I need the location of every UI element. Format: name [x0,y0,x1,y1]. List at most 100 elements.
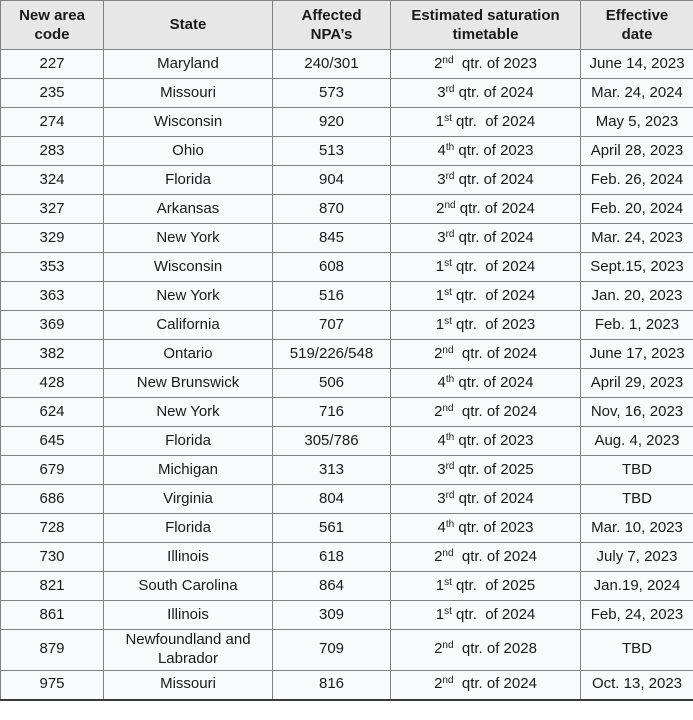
quarter-ordinal-suffix: nd [442,344,454,356]
cell-affected-npa: 864 [272,571,391,601]
cell-affected-npa: 240/301 [272,49,391,79]
cell-affected-npa: 716 [272,397,391,427]
cell-effective-date: Mar. 10, 2023 [580,513,693,543]
cell-affected-npa: 870 [272,194,391,224]
cell-effective-date: June 17, 2023 [580,339,693,369]
cell-affected-npa: 573 [272,78,391,108]
cell-area-code: 624 [0,397,104,427]
cell-state: Ohio [103,136,273,166]
table-row: 327 Arkansas 870 2nd qtr. of 2024 Feb. 2… [0,194,693,224]
quarter-number: 4 [437,518,446,536]
cell-saturation-quarter: 1st qtr. of 2023 [390,310,581,340]
header-line: code [34,26,70,43]
cell-saturation-quarter: 3rd qtr. of 2025 [390,455,581,485]
cell-area-code: 861 [0,600,104,630]
header-state: State [103,0,273,50]
quarter-ordinal-suffix: nd [442,547,454,559]
cell-saturation-quarter: 2nd qtr. of 2023 [390,49,581,79]
table-row: 329 New York 845 3rd qtr. of 2024 Mar. 2… [0,223,693,253]
cell-state: Florida [103,426,273,456]
cell-area-code: 975 [0,669,104,701]
header-effective-date: Effective date [580,0,693,50]
cell-affected-npa: 513 [272,136,391,166]
quarter-number: 3 [437,228,446,246]
header-line: New area [19,6,85,24]
cell-effective-date: Nov, 16, 2023 [580,397,693,427]
quarter-number: 2 [434,675,443,693]
table-row: 730 Illinois 618 2nd qtr. of 2024 July 7… [0,542,693,572]
cell-effective-date: TBD [580,484,693,514]
cell-state: Wisconsin [103,252,273,282]
quarter-ordinal-suffix: st [444,605,452,617]
cell-saturation-quarter: 2nd qtr. of 2024 [390,669,581,701]
cell-affected-npa: 561 [272,513,391,543]
cell-state: Illinois [103,542,273,572]
quarter-number: 2 [436,199,445,217]
cell-state: Newfoundland and Labrador [103,629,273,671]
table-row: 283 Ohio 513 4th qtr. of 2023 April 28, … [0,136,693,166]
cell-affected-npa: 305/786 [272,426,391,456]
quarter-text: qtr. of 2024 [454,170,534,188]
cell-state: Illinois [103,600,273,630]
table-row: 274 Wisconsin 920 1st qtr. of 2024 May 5… [0,107,693,137]
cell-saturation-quarter: 3rd qtr. of 2024 [390,78,581,108]
cell-affected-npa: 707 [272,310,391,340]
quarter-text: qtr. of 2024 [454,83,534,101]
header-line: NPA’s [310,26,353,43]
cell-saturation-quarter: 2nd qtr. of 2024 [390,194,581,224]
header-line: date [621,26,653,43]
cell-affected-npa: 904 [272,165,391,195]
quarter-text: qtr. of 2023 [454,141,534,159]
cell-effective-date: TBD [580,455,693,485]
cell-area-code: 327 [0,194,104,224]
table-row: 235 Missouri 573 3rd qtr. of 2024 Mar. 2… [0,78,693,108]
header-line: Estimated saturation [411,6,560,24]
cell-saturation-quarter: 2nd qtr. of 2028 [390,629,581,671]
cell-state: Florida [103,513,273,543]
table-row: 975 Missouri 816 2nd qtr. of 2024 Oct. 1… [0,669,693,701]
table-body: 227 Maryland 240/301 2nd qtr. of 2023 Ju… [0,49,693,701]
cell-affected-npa: 506 [272,368,391,398]
quarter-ordinal-suffix: nd [442,402,454,414]
cell-state: New Brunswick [103,368,273,398]
table-row: 428 New Brunswick 506 4th qtr. of 2024 A… [0,368,693,398]
header-new-area-code: New area code [0,0,104,50]
cell-effective-date: Feb. 20, 2024 [580,194,693,224]
quarter-ordinal-suffix: th [445,373,455,385]
cell-area-code: 728 [0,513,104,543]
cell-saturation-quarter: 1st qtr. of 2024 [390,252,581,282]
cell-effective-date: Jan.19, 2024 [580,571,693,601]
quarter-ordinal-suffix: nd [444,199,456,211]
quarter-text: qtr. of 2023 [454,518,534,536]
quarter-ordinal-suffix: nd [442,675,454,687]
quarter-number: 3 [437,460,446,478]
quarter-ordinal-suffix: st [444,257,452,269]
quarter-number: 4 [437,373,446,391]
quarter-number: 1 [435,605,445,623]
cell-affected-npa: 804 [272,484,391,514]
cell-saturation-quarter: 2nd qtr. of 2024 [390,397,581,427]
cell-saturation-quarter: 3rd qtr. of 2024 [390,484,581,514]
cell-effective-date: Feb, 24, 2023 [580,600,693,630]
cell-state: Missouri [103,669,273,701]
quarter-ordinal-suffix: st [444,576,452,588]
quarter-number: 2 [434,54,443,72]
header-line: State [169,16,207,34]
cell-effective-date: April 29, 2023 [580,368,693,398]
table-row: 821 South Carolina 864 1st qtr. of 2025 … [0,571,693,601]
quarter-number: 3 [437,489,446,507]
quarter-number: 4 [437,431,446,449]
cell-area-code: 821 [0,571,104,601]
cell-saturation-quarter: 2nd qtr. of 2024 [390,339,581,369]
quarter-ordinal-suffix: nd [442,54,454,66]
cell-state: New York [103,397,273,427]
area-code-table: New area code State Affected NPA’s Estim… [0,0,693,701]
quarter-ordinal-suffix: rd [445,83,455,95]
quarter-ordinal-suffix: th [445,431,455,443]
cell-saturation-quarter: 4th qtr. of 2023 [390,426,581,456]
cell-area-code: 227 [0,49,104,79]
quarter-text: qtr. of 2023 [451,315,536,333]
cell-area-code: 235 [0,78,104,108]
quarter-number: 1 [435,315,445,333]
table-row: 728 Florida 561 4th qtr. of 2023 Mar. 10… [0,513,693,543]
